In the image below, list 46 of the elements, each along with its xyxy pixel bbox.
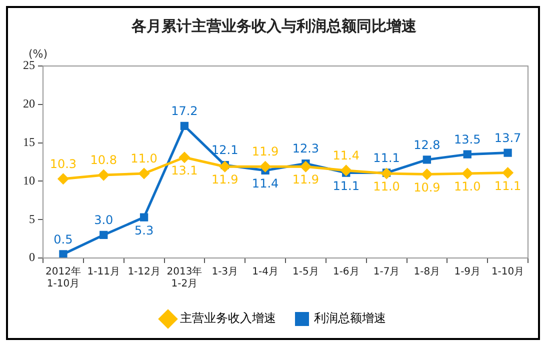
- y-tick-label: 20: [23, 96, 35, 111]
- data-label: 11.1: [494, 178, 522, 193]
- x-tick-label: 2013年 1-2月: [166, 266, 202, 290]
- data-label: 11.9: [252, 144, 279, 159]
- x-tick-label: 1-8月: [414, 266, 440, 278]
- data-label: 10.3: [50, 157, 77, 172]
- data-label: 11.4: [332, 148, 360, 163]
- x-tick-label: 1-9月: [454, 266, 481, 278]
- y-tick-label: 15: [23, 134, 35, 149]
- y-tick-label: 10: [23, 173, 35, 188]
- data-label: 12.3: [292, 142, 320, 156]
- chart-title: 各月累计主营业务收入与利润总额同比增速: [130, 16, 418, 35]
- x-tick-label: 1-10月: [491, 266, 524, 278]
- data-label: 13.5: [454, 132, 481, 146]
- data-label: 11.1: [332, 178, 360, 193]
- data-label: 11.9: [212, 172, 238, 187]
- data-label: 11.9: [292, 172, 320, 187]
- x-tick-label: 1-3月: [212, 266, 238, 278]
- data-label: 5.3: [134, 223, 154, 238]
- x-tick-label: 1-6月: [332, 266, 360, 278]
- data-label: 13.7: [494, 130, 522, 145]
- data-label: 12.1: [212, 143, 238, 158]
- data-label: 11.0: [454, 180, 481, 194]
- y-tick-label: 0: [29, 250, 35, 264]
- data-label: 11.0: [373, 180, 400, 194]
- data-label: 11.4: [252, 176, 279, 191]
- data-label: 10.8: [90, 153, 117, 168]
- x-tick-label: 1-7月: [373, 266, 400, 278]
- data-label: 10.9: [414, 180, 440, 194]
- data-label: 3.0: [94, 213, 114, 228]
- x-tick-label: 2012年 1-10月: [45, 266, 81, 290]
- data-label: 0.5: [54, 232, 73, 246]
- data-label: 13.1: [171, 164, 198, 178]
- data-label: 12.8: [414, 138, 440, 152]
- legend-label: 主营业务收入增速: [180, 311, 276, 326]
- legend-label: 利润总额增速: [314, 311, 386, 326]
- data-label: 17.2: [171, 104, 198, 118]
- x-tick-label: 1-11月: [87, 266, 120, 278]
- y-tick-label: 5: [29, 212, 35, 226]
- y-tick-label: 25: [23, 58, 35, 72]
- x-tick-label: 1-12月: [128, 266, 160, 278]
- data-label: 11.0: [130, 152, 158, 166]
- x-tick-label: 1-5月: [292, 266, 319, 278]
- data-label: 11.1: [373, 150, 400, 165]
- x-tick-label: 1-4月: [252, 266, 278, 278]
- y-axis-title: (%): [28, 47, 48, 60]
